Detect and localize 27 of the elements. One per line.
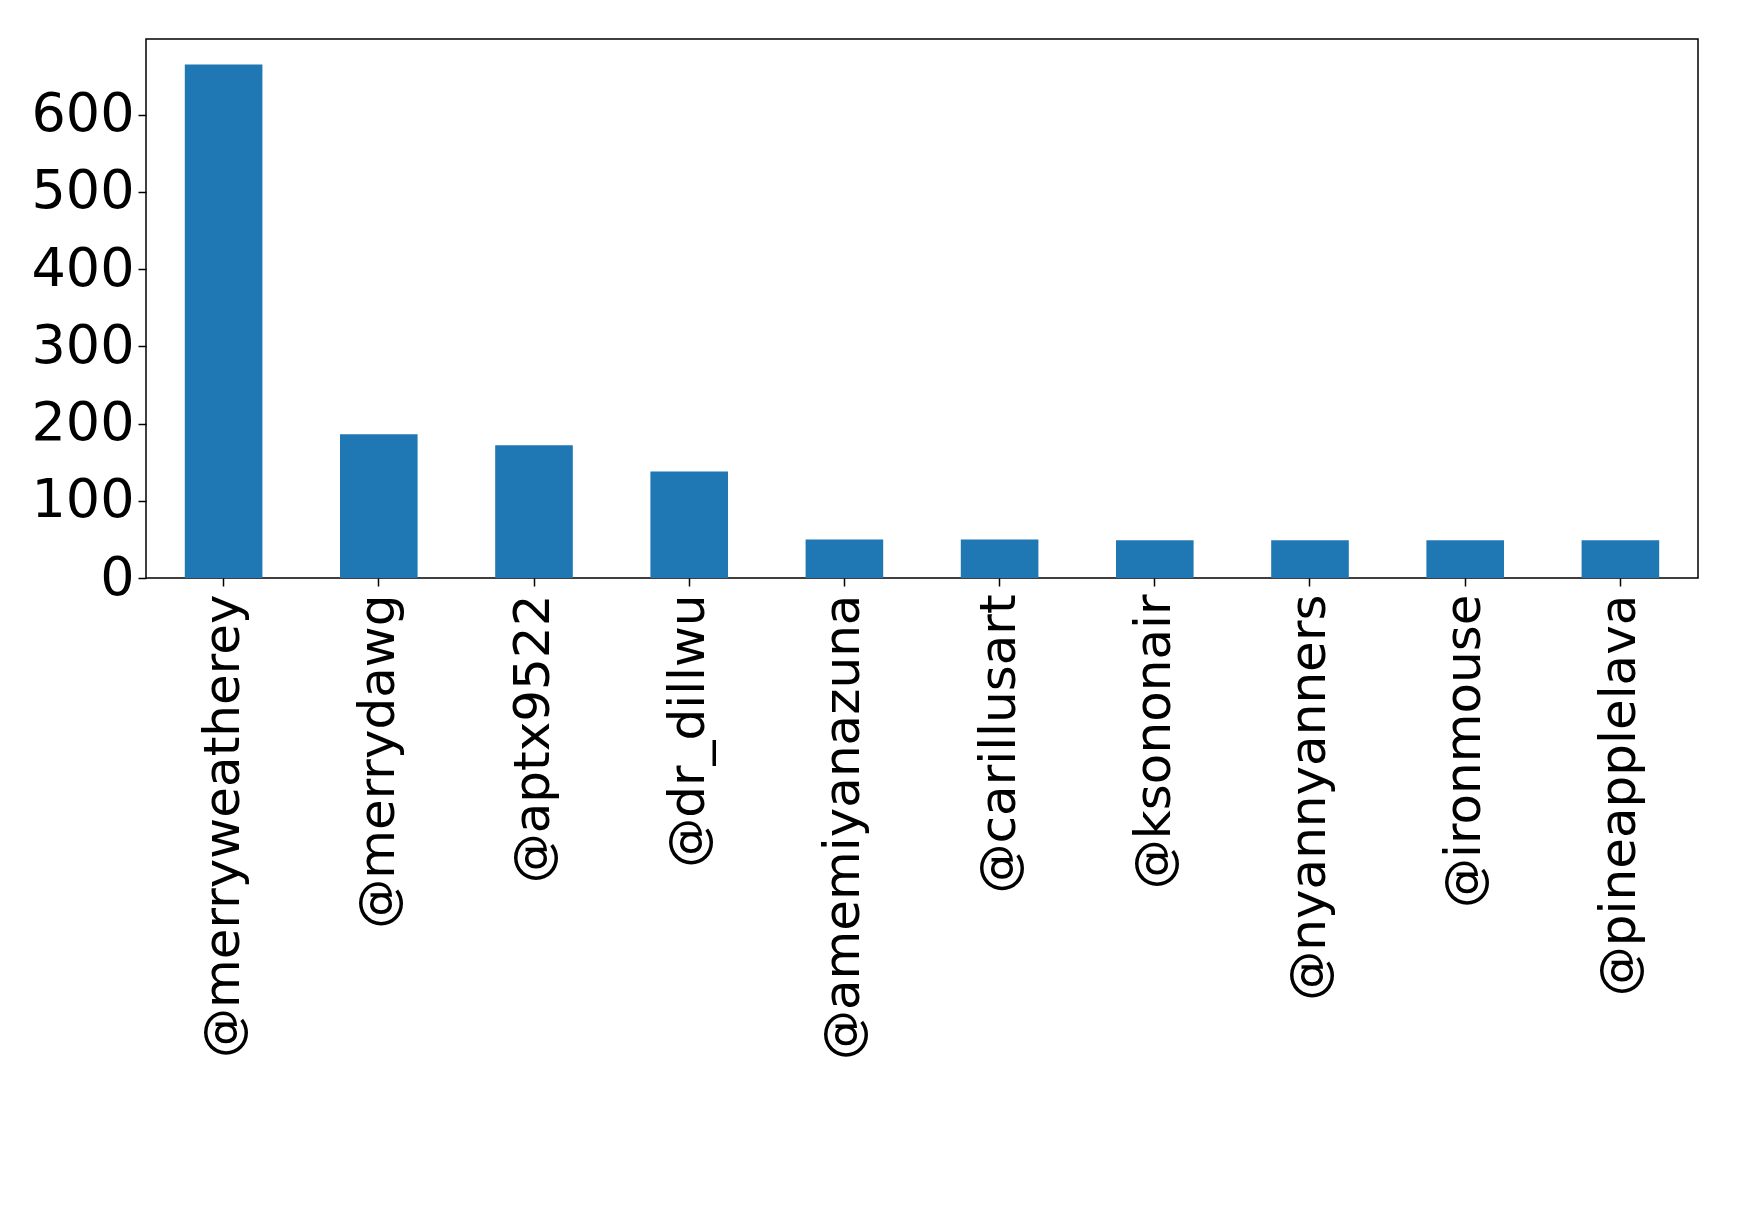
x-tick-label: @ksononair [1123, 594, 1182, 890]
bar [650, 471, 728, 578]
bar [1271, 540, 1349, 578]
y-tick-label: 300 [31, 312, 135, 376]
x-tick-label: @dr_dillwu [658, 594, 717, 868]
x-tick-label: @aptx9522 [503, 594, 561, 884]
bar [960, 539, 1039, 578]
bar [184, 64, 263, 578]
x-tick-label: @amemiyanazuna [813, 594, 872, 1061]
y-tick-label: 200 [31, 390, 135, 454]
bar [495, 445, 573, 578]
x-tick-label: @nyannyanners [1279, 594, 1337, 1001]
y-tick-label: 600 [31, 81, 135, 145]
x-tick-label: @pineapplelava [1589, 594, 1648, 997]
y-tick-label: 100 [31, 467, 135, 531]
bar [1581, 540, 1660, 578]
x-tick-label: @carillusart [968, 594, 1027, 894]
x-tick-label: @ironmouse [1434, 594, 1493, 908]
y-tick-label: 500 [31, 158, 135, 222]
x-tick-label: @merrydawg [347, 594, 406, 929]
y-tick-label: 0 [100, 544, 135, 608]
y-tick-label: 400 [31, 235, 135, 299]
x-tick-label: @merryweatherey [192, 594, 251, 1058]
bar [340, 434, 418, 578]
bar [1116, 540, 1194, 578]
bar [1426, 540, 1504, 578]
bar [805, 539, 884, 578]
